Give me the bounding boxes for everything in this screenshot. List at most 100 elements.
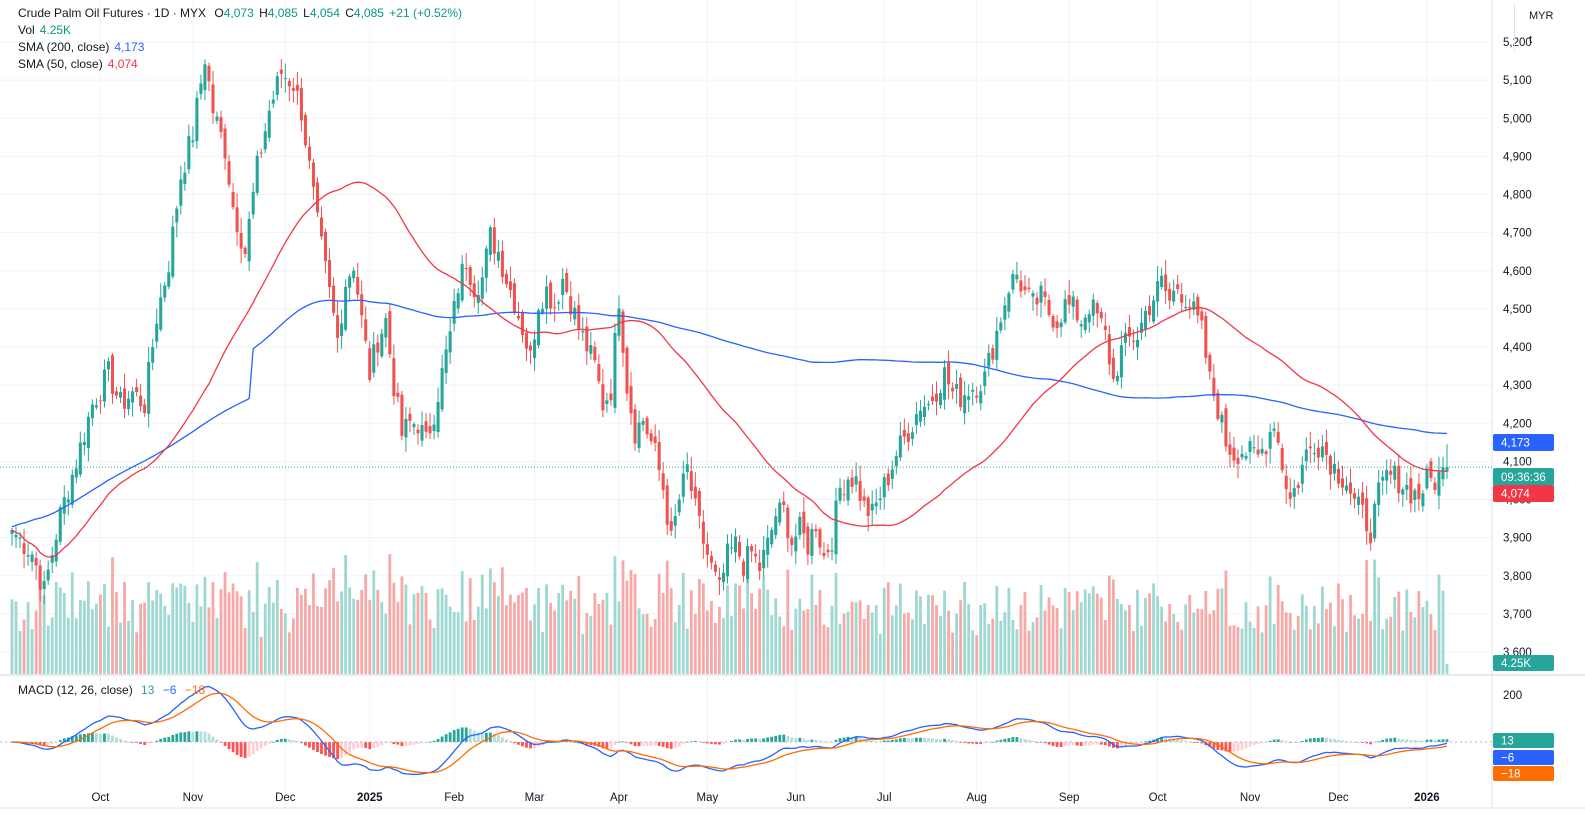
price-axis[interactable]: 3,6003,7003,8003,9004,0004,1004,2004,300… <box>1503 37 1532 659</box>
volume-bar <box>1140 625 1143 674</box>
macd-hist-bar <box>223 742 227 746</box>
volume-bar <box>814 604 818 674</box>
candle-body <box>432 424 436 431</box>
volume-bar <box>1051 605 1055 674</box>
candle-body <box>1284 475 1288 490</box>
volume-bar <box>1007 587 1011 674</box>
volume-legend[interactable]: Vol 4.25K <box>18 22 76 39</box>
macd-hist-bar <box>352 742 356 750</box>
macd-axis[interactable]: 200 <box>1503 690 1522 702</box>
candle-body <box>878 498 882 501</box>
macd-legend[interactable]: MACD (12, 26, close) 13 −6 −18 <box>18 682 210 699</box>
macd-hist-bar <box>1421 740 1425 742</box>
volume-bar <box>1244 602 1248 674</box>
time-axis[interactable]: Oct Nov Dec 2025 Feb Mar Apr May Jun Jul Aug Sep Oct… <box>91 792 1439 804</box>
candle-body <box>1055 321 1059 329</box>
volume-bar <box>408 624 412 674</box>
volume-bar <box>22 619 26 674</box>
volume-bar <box>1389 616 1393 674</box>
macd-hist-bar <box>766 737 770 742</box>
sma50-legend[interactable]: SMA (50, close) 4,074 <box>18 56 143 73</box>
volume-bar <box>34 610 38 674</box>
volume-bar <box>906 612 910 674</box>
volume-bar <box>1128 605 1131 674</box>
macd-hist-bar <box>380 742 384 746</box>
macd-hist-bar <box>62 738 66 742</box>
macd-hist-bar <box>685 741 689 743</box>
candle-body <box>645 417 649 435</box>
candle-body <box>1425 468 1429 489</box>
candle-body <box>1059 322 1063 328</box>
macd-hist-bar <box>348 742 352 753</box>
macd-hist-bar <box>1107 742 1111 747</box>
sma200-label: SMA (200, close) <box>18 40 110 54</box>
sma200-line <box>11 299 1448 528</box>
volume-bar <box>770 615 774 674</box>
candle-body <box>882 477 886 498</box>
symbol-title[interactable]: Crude Palm Oil Futures · 1D · MYX <box>18 6 207 20</box>
volume-bar <box>500 567 504 674</box>
volume-bar <box>613 556 617 674</box>
candle-body <box>955 383 959 389</box>
candle-body <box>1357 496 1361 505</box>
volume-bar <box>910 619 914 674</box>
volume-bar <box>858 600 862 674</box>
volume-bar <box>1377 577 1381 674</box>
volume-bar <box>1397 591 1401 674</box>
candle-body <box>1135 339 1140 348</box>
candle-body <box>1441 467 1445 480</box>
volume-bar <box>259 636 263 674</box>
time-tick-label: Sep <box>1059 792 1079 804</box>
volume-bar <box>1284 612 1288 674</box>
macd-hist-bar <box>107 733 110 742</box>
macd-hist-bar <box>746 738 749 742</box>
volume-bar <box>416 592 420 674</box>
volume-bar <box>967 603 971 674</box>
price-tick-label: 4,100 <box>1503 456 1532 468</box>
macd-hist-bar <box>697 741 701 743</box>
macd-hist-bar <box>336 742 339 760</box>
volume-bar <box>139 603 143 674</box>
candle-body <box>1413 490 1417 500</box>
volume-bar <box>211 582 215 674</box>
candle-body <box>356 276 360 295</box>
candle-body <box>1131 340 1135 342</box>
candle-body <box>1344 485 1349 491</box>
macd-hist-bar <box>1156 738 1159 742</box>
candle-body <box>1361 492 1365 505</box>
macd-hist-bar <box>730 740 733 742</box>
candle-body <box>508 281 512 291</box>
volume-bar <box>404 584 408 674</box>
macd-hist-bar <box>1300 740 1304 742</box>
volume-bar <box>312 573 315 674</box>
volume-bar <box>324 588 327 674</box>
candle-body <box>983 371 987 386</box>
candle-body <box>1099 311 1103 319</box>
macd-hist-bar <box>283 738 287 742</box>
volume-bar <box>734 583 737 674</box>
volume-bar <box>135 632 139 674</box>
volume-bar <box>1083 589 1087 674</box>
volume-bar <box>191 621 195 674</box>
volume-bar <box>1292 629 1296 674</box>
volume-bar <box>1067 592 1071 674</box>
volume-bar <box>750 593 754 674</box>
currency-unit-selector[interactable]: MYR t <box>1514 4 1585 50</box>
volume-bar <box>123 581 126 674</box>
sma200-legend[interactable]: SMA (200, close) 4,173 <box>18 39 149 56</box>
candle-body <box>263 131 267 150</box>
macd-hist-bar <box>448 732 452 742</box>
volume-bar <box>496 595 500 674</box>
candle-body <box>1296 484 1300 489</box>
candle-body <box>175 208 179 223</box>
volume-bar <box>1308 629 1312 674</box>
macd-hist-bar <box>259 742 263 749</box>
volume-bar <box>1393 597 1397 674</box>
volume-bar <box>589 615 593 674</box>
macd-hist-bar <box>621 741 625 743</box>
candle-body <box>657 441 661 471</box>
macd-hist-bar <box>1405 739 1409 742</box>
macd-hist-bar <box>1103 742 1107 746</box>
volume-bar <box>505 605 508 674</box>
